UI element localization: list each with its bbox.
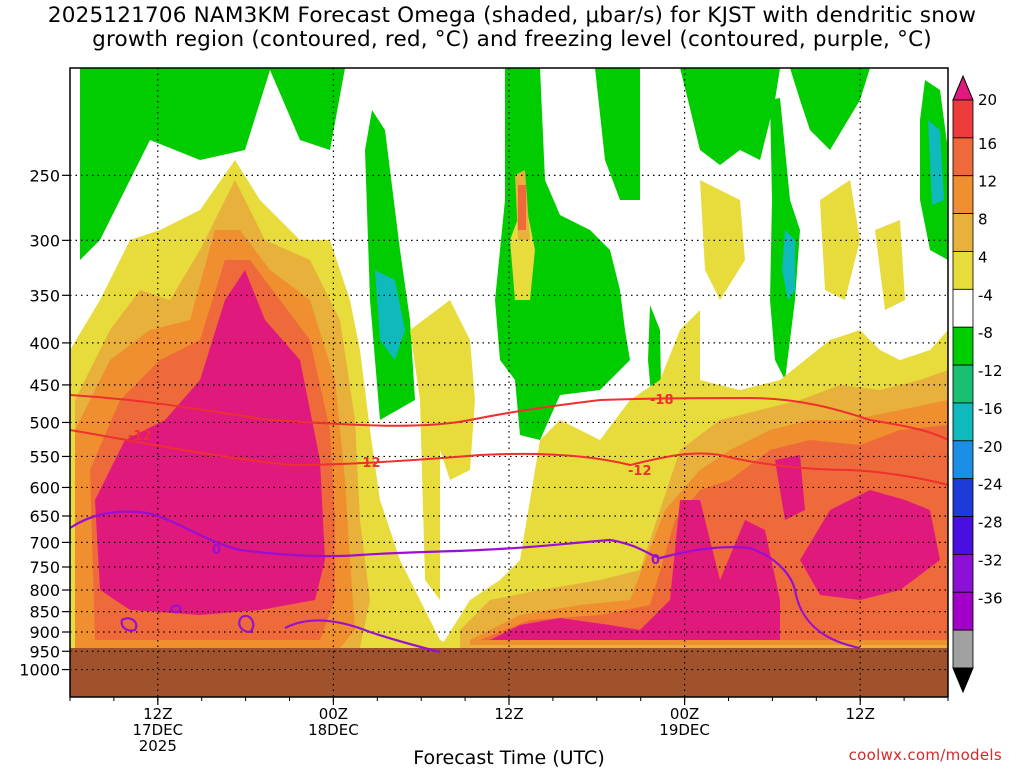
colorbar-label: -32: [978, 551, 1003, 569]
y-tick-label: 500: [29, 413, 60, 432]
colorbar-swatch: [952, 175, 974, 215]
y-axis: 2503003504004505005506006507007508008509…: [19, 166, 70, 680]
upward-motion-region: [790, 68, 870, 150]
colorbar-swatch: [952, 591, 974, 631]
colorbar-swatch: [952, 251, 974, 290]
colorbar-label: 8: [978, 211, 988, 229]
x-axis-label: Forecast Time (UTC): [413, 747, 604, 768]
colorbar-label: 16: [978, 135, 997, 153]
y-tick-label: 950: [29, 642, 60, 661]
colorbar-swatch: [952, 554, 974, 593]
omega-field: [70, 68, 948, 697]
contour-label: 0: [212, 543, 221, 558]
downward-motion-region: [518, 185, 526, 230]
colorbar: 20 16 12 8 4 -4 -8 -12 -16 -20 -24 -28 -32 -36: [952, 74, 1003, 694]
colorbar-label: -20: [978, 438, 1003, 456]
dgz-contour-labels: -12 -12 -18 -12: [128, 393, 674, 479]
upward-motion-region: [680, 68, 780, 165]
colorbar-swatch: [952, 516, 974, 555]
x-tick-label: 18DEC: [308, 721, 359, 739]
x-tick-label: 12Z: [494, 705, 523, 723]
upward-motion-region: [375, 270, 405, 360]
upward-motion-region: [365, 110, 415, 420]
contour-label: -18: [650, 393, 674, 408]
y-tick-label: 600: [29, 478, 60, 497]
colorbar-cap-top: [952, 74, 974, 101]
colorbar-swatch: [952, 326, 974, 366]
colorbar-label: 20: [978, 91, 997, 109]
upward-motion-region: [782, 230, 795, 300]
x-tick-label: 19DEC: [659, 721, 710, 739]
colorbar-label: -16: [978, 400, 1003, 418]
strong-descent-core: [490, 500, 780, 640]
downward-motion-region: [700, 180, 745, 300]
y-tick-label: 650: [29, 507, 60, 526]
contour-label: -12: [628, 464, 652, 479]
y-tick-label: 400: [29, 334, 60, 353]
colorbar-label: -36: [978, 589, 1003, 607]
y-tick-label: 750: [29, 558, 60, 577]
x-tick-label: 00Z: [319, 705, 348, 723]
contour-label: -12: [128, 429, 152, 444]
colorbar-swatch: [952, 99, 974, 139]
upward-motion-region: [80, 68, 345, 260]
y-tick-label: 450: [29, 376, 60, 395]
downward-motion-region: [875, 220, 905, 310]
y-tick-label: 900: [29, 623, 60, 642]
x-tick-label: 12Z: [846, 705, 875, 723]
y-tick-label: 850: [29, 603, 60, 622]
colorbar-swatch: [952, 364, 974, 404]
title-line-1: 2025121706 NAM3KM Forecast Omega (shaded…: [47, 3, 977, 28]
colorbar-cap-bottom: [952, 667, 974, 694]
ground-layer: [70, 648, 948, 697]
colorbar-label: -12: [978, 362, 1003, 380]
contour-label: -12: [357, 456, 381, 471]
y-tick-label: 800: [29, 581, 60, 600]
x-tick-label: 17DEC: [133, 721, 184, 739]
colorbar-label: 4: [978, 248, 988, 266]
dgz-contours: [69, 394, 949, 486]
y-tick-label: 350: [29, 286, 60, 305]
colorbar-swatch: [952, 440, 974, 480]
y-tick-label: 550: [29, 447, 60, 466]
colorbar-label: -8: [978, 324, 993, 342]
strong-descent-core: [800, 490, 940, 600]
freezing-level-contours: [69, 510, 861, 654]
downward-motion-region: [410, 300, 475, 480]
colorbar-label: 12: [978, 173, 997, 191]
grid: [70, 68, 948, 697]
colorbar-label: -24: [978, 476, 1003, 494]
y-tick-label: 700: [29, 533, 60, 552]
colorbar-swatch: [952, 213, 974, 252]
strong-descent-core: [95, 270, 325, 615]
colorbar-swatch: [952, 629, 974, 669]
colorbar-label: -28: [978, 514, 1003, 532]
x-tick-label: 2025: [139, 737, 177, 755]
colorbar-label: -4: [978, 286, 993, 304]
colorbar-swatch: [952, 288, 974, 328]
y-tick-label: 1000: [19, 661, 60, 680]
y-tick-label: 300: [29, 231, 60, 250]
strong-descent-core: [775, 455, 805, 520]
upward-motion-region: [928, 120, 944, 205]
downward-motion-region: [420, 400, 440, 600]
freezing-contour-labels: 0 0: [212, 543, 660, 568]
upward-motion-region: [595, 68, 640, 200]
x-tick-label: 12Z: [143, 705, 172, 723]
colorbar-swatch: [952, 478, 974, 517]
chart-title: 2025121706 NAM3KM Forecast Omega (shaded…: [0, 4, 1024, 52]
y-tick-label: 250: [29, 166, 60, 185]
title-line-2: growth region (contoured, red, °C) and f…: [92, 27, 932, 52]
colorbar-swatch: [952, 402, 974, 442]
upward-motion-region: [495, 68, 630, 440]
colorbar-swatch: [952, 137, 974, 177]
credit-link[interactable]: coolwx.com/models: [848, 746, 1002, 764]
x-tick-label: 00Z: [670, 705, 699, 723]
contour-label: 0: [651, 553, 660, 568]
